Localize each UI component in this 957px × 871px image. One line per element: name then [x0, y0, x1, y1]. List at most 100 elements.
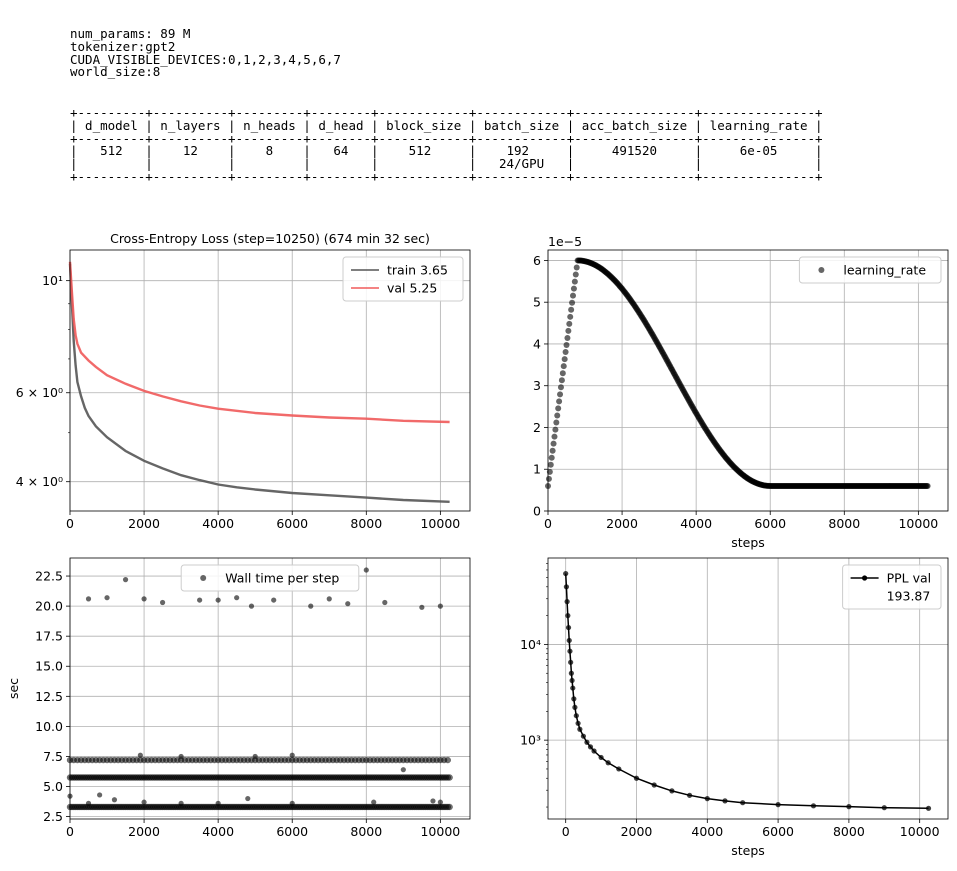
y-tick-label: 4 × 10⁰: [16, 474, 63, 489]
chart-title: Cross-Entropy Loss (step=10250) (674 min…: [110, 231, 430, 246]
y-tick-label: 2: [533, 420, 541, 435]
data-point: [547, 461, 554, 468]
data-point: [569, 677, 575, 684]
data-point: [345, 601, 351, 607]
data-point: [555, 405, 562, 412]
legend: train 3.65 val 5.25: [342, 256, 464, 302]
y-tick-label: 10³: [520, 733, 541, 748]
data-point: [573, 264, 580, 271]
data-point: [197, 597, 203, 603]
data-point: [564, 599, 570, 605]
data-point: [104, 595, 110, 601]
data-point: [554, 412, 561, 419]
data-point: [598, 754, 604, 761]
data-point: [571, 696, 577, 702]
data-point: [570, 685, 576, 691]
legend-box: [798, 256, 942, 284]
y-tick-label: 22.5: [35, 569, 63, 584]
data-point: [567, 648, 573, 654]
x-tick-label: 0: [562, 824, 570, 839]
legend-marker: [200, 575, 207, 581]
info-line: num_params: 89 M: [70, 26, 191, 41]
legend-label: 193.87: [887, 589, 931, 604]
data-point: [564, 334, 571, 341]
axes-frame: [547, 249, 949, 512]
data-point: [566, 320, 573, 327]
y-tick-label: 17.5: [35, 629, 63, 644]
data-point: [775, 802, 781, 808]
y-tick-label: 3: [533, 378, 541, 393]
y-tick-label: 7.5: [43, 749, 63, 764]
data-point: [85, 596, 92, 602]
data-point: [557, 384, 564, 391]
data-point: [722, 798, 728, 804]
data-point: [382, 599, 388, 606]
data-point: [565, 624, 572, 631]
axes-frame: [547, 557, 949, 820]
run-info: num_params: 89 M tokenizer:gpt2 CUDA_VIS…: [70, 26, 341, 80]
y-tick-label: 10.0: [35, 719, 63, 734]
data-point: [561, 356, 568, 363]
data-point: [85, 800, 92, 806]
legend-box: [342, 256, 464, 302]
y-tick-label: 5.0: [43, 779, 63, 794]
data-point: [580, 733, 586, 739]
data-point: [111, 797, 118, 803]
data-point: [234, 595, 240, 601]
data-point: [568, 659, 574, 665]
data-point: [326, 596, 332, 602]
data-point: [572, 271, 579, 278]
data-point: [371, 799, 377, 805]
chart-loss: 0 2000 4000 6000 8000 10000 4 × 10⁰ 6 × 10⁰ 10¹ C…: [16, 231, 471, 531]
data-point: [550, 440, 557, 447]
x-tick-label: 4000: [691, 824, 723, 839]
y-tick-label: 10¹: [42, 273, 63, 288]
data-point: [587, 744, 594, 750]
data-point: [248, 603, 255, 609]
data-point: [584, 739, 590, 745]
data-point: [400, 767, 406, 773]
data-point: [573, 713, 579, 719]
data-point: [178, 753, 184, 760]
info-line: world_size:8: [70, 64, 161, 80]
data-point: [567, 313, 574, 320]
data-point: [570, 292, 576, 299]
data-point: [559, 370, 566, 377]
y-tick-label: 4: [533, 336, 541, 351]
data-point: [308, 603, 314, 609]
x-tick-label: 4000: [202, 824, 234, 839]
data-point: [437, 603, 443, 609]
legend-label: val 5.25: [387, 281, 437, 296]
axes-frame: [69, 557, 471, 820]
x-tick-label: 6000: [276, 516, 308, 531]
legend: PPL val 193.87: [842, 564, 942, 610]
data-point: [446, 774, 453, 781]
data-point: [846, 804, 852, 810]
data-point: [444, 756, 452, 764]
chart-lr: 0 2000 4000 6000 8000 10000 0 1 2 3 4 5 6 steps 1e−5 le…: [533, 234, 949, 550]
axes-frame: [69, 249, 471, 512]
data-point: [215, 597, 221, 603]
hyperparameter-table: +---------+----------+---------+--------…: [70, 105, 823, 184]
legend-label: train 3.65: [387, 263, 448, 278]
data-point: [591, 748, 597, 754]
data-point: [215, 800, 221, 806]
x-tick-label: 6000: [754, 516, 786, 531]
y-tick-label: 20.0: [35, 599, 63, 614]
y-tick-label: 10⁴: [520, 637, 541, 652]
data-point: [419, 604, 425, 610]
data-point: [563, 584, 570, 590]
data-point: [558, 377, 565, 384]
data-point: [289, 800, 295, 806]
x-tick-label: 10000: [420, 516, 460, 531]
info-line: CUDA_VISIBLE_DEVICES:0,1,2,3,4,5,6,7: [70, 51, 341, 67]
data-point: [548, 454, 555, 461]
data-point: [669, 788, 675, 794]
data-point: [446, 803, 453, 811]
x-tick-label: 0: [66, 516, 74, 531]
legend-box: [842, 564, 942, 610]
data-point: [551, 433, 558, 440]
legend-label: PPL val: [887, 571, 932, 586]
y-tick-label: 0: [533, 504, 541, 519]
